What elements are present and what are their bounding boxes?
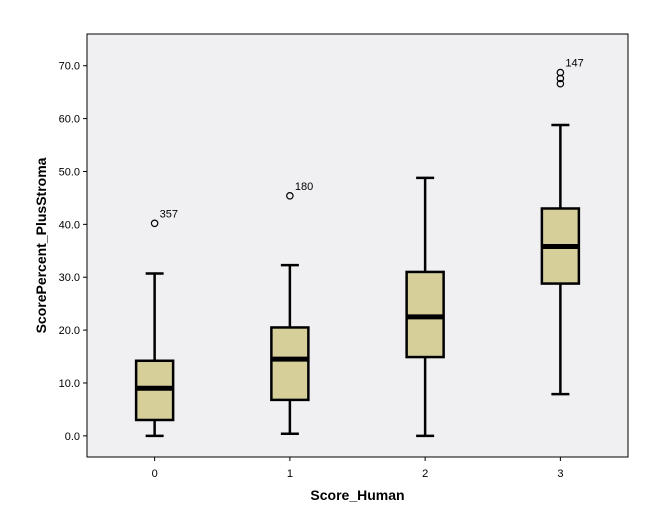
box-iqr	[270, 326, 310, 402]
outlier-point	[556, 79, 565, 88]
box-group: 147	[540, 58, 584, 396]
y-tick-label: 50.0	[59, 166, 80, 178]
x-tick-label: 1	[287, 468, 293, 480]
y-tick-label: 40.0	[59, 219, 80, 231]
y-axis: 0.0 10.0 20.0 30.0 40.0 50.0 60.0 70.0	[59, 61, 87, 443]
outlier-point	[150, 219, 159, 228]
outlier-label: 180	[295, 181, 313, 193]
outlier-label: 147	[565, 58, 583, 70]
x-axis-title: Score_Human	[310, 487, 404, 503]
x-tick-label: 2	[422, 468, 428, 480]
y-tick-label: 70.0	[59, 61, 80, 73]
y-tick-label: 20.0	[59, 325, 80, 337]
x-axis: 0 1 2 3	[152, 457, 563, 480]
y-tick-label: 30.0	[59, 272, 80, 284]
y-axis-title: ScorePercent_PlusStroma	[33, 157, 49, 333]
boxes-layer: 357 180 147	[134, 58, 584, 438]
box-group	[405, 176, 445, 438]
x-tick-label: 0	[152, 468, 158, 480]
box-group: 180	[270, 181, 313, 435]
outlier-point	[286, 191, 294, 200]
y-tick-label: 60.0	[59, 114, 80, 126]
outlier-point	[556, 68, 565, 77]
y-tick-label: 10.0	[59, 378, 80, 390]
x-tick-label: 3	[557, 468, 563, 480]
plot-area	[86, 33, 629, 458]
box-group: 357	[134, 208, 178, 438]
y-tick-label: 0.0	[65, 431, 80, 443]
outlier-label: 357	[160, 208, 178, 220]
